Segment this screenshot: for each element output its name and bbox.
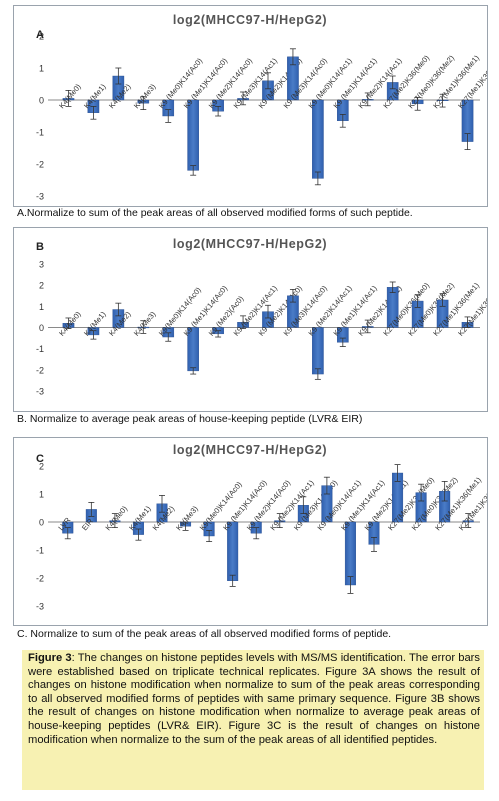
category-label: K4(Me0): [104, 504, 130, 532]
bar: [344, 521, 356, 586]
y-tick-label: -3: [36, 602, 44, 612]
chart-title: log2(MHCC97-H/HepG2): [173, 13, 327, 27]
y-tick-label: -2: [36, 365, 44, 375]
chart-title: log2(MHCC97-H/HepG2): [173, 443, 327, 457]
y-tick-label: 0: [39, 518, 44, 528]
category-label: K27(Me0)K36(Me2): [406, 53, 456, 110]
category-label: K9 (Me2)K14(Ac1): [232, 283, 280, 337]
y-tick-label: 1: [39, 302, 44, 312]
y-tick-label: -1: [36, 344, 44, 354]
category-label: K9 (Me1)K14(Ac1): [331, 56, 379, 110]
category-label: K4(Me3): [174, 504, 200, 532]
figure-caption-text: : The changes on histone peptides levels…: [28, 652, 480, 746]
y-tick-label: 1: [39, 64, 44, 74]
y-tick-label: 0: [39, 96, 44, 106]
category-label: K9 (Me1)K14(Ac1): [331, 283, 379, 337]
figure-caption: Figure 3: The changes on histone peptide…: [22, 650, 484, 790]
category-label: K4(Me3): [132, 82, 158, 110]
y-tick-label: -1: [36, 546, 44, 556]
panel-letter: B: [36, 241, 44, 253]
bar: [187, 99, 199, 171]
y-tick-label: -2: [36, 160, 44, 170]
chart-title: log2(MHCC97-H/HepG2): [173, 237, 327, 251]
y-tick-label: -2: [36, 574, 44, 584]
y-tick-label: 2: [39, 281, 44, 291]
y-tick-label: -1: [36, 128, 44, 138]
y-tick-label: -3: [36, 387, 44, 397]
caption-a: A.Normalize to sum of the peak areas of …: [17, 207, 413, 219]
y-tick-label: 2: [39, 462, 44, 472]
caption-c: C. Normalize to sum of the peak areas of…: [17, 628, 392, 640]
caption-b: B. Normalize to average peak areas of ho…: [17, 413, 363, 425]
y-tick-label: 2: [39, 32, 44, 42]
bar: [312, 99, 324, 179]
y-tick-label: 0: [39, 323, 44, 333]
y-tick-label: 3: [39, 260, 44, 270]
panel-letter: A: [36, 29, 44, 41]
category-label: K27(Me1)K36(Me1): [431, 53, 481, 110]
category-label: K9 (Me2)K14(Ac0): [207, 56, 255, 110]
panel-letter: C: [36, 453, 44, 465]
figure-caption-label: Figure 3: [28, 652, 72, 664]
category-label: K27(Me2)K36(Me0): [381, 53, 431, 110]
y-tick-label: -3: [36, 192, 44, 202]
category-label: K4(Me0): [57, 309, 83, 337]
y-tick-label: 1: [39, 490, 44, 500]
